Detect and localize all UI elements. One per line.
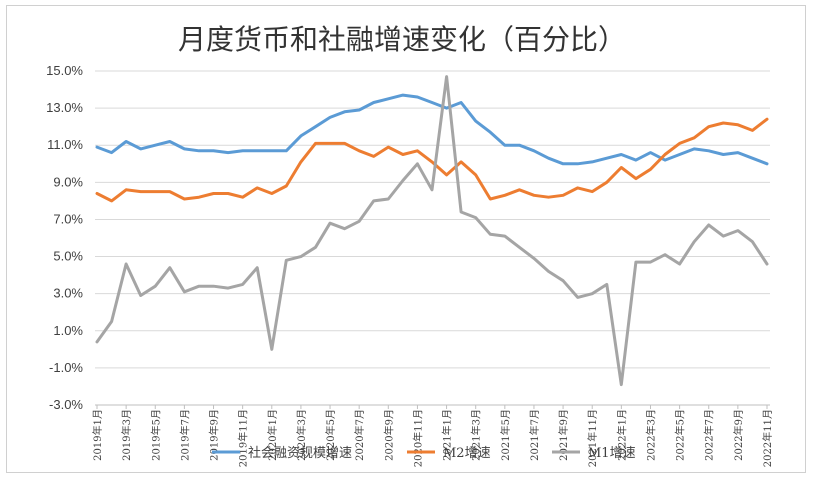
x-tick-label: 2020年1月 <box>266 409 279 461</box>
line-chart: 月度货币和社融增速变化（百分比） -3.0% -1.0% 1.0% 3.0% 5.0% 7… <box>46 23 774 467</box>
x-tick-label: 2019年3月 <box>120 409 133 461</box>
x-tick-label: 2020年11月 <box>411 409 424 467</box>
legend-label: M1增速 <box>588 446 636 461</box>
x-tick-label: 2019年7月 <box>178 409 191 461</box>
y-tick-label: 1.0% <box>53 323 83 338</box>
y-tick-label: -3.0% <box>49 397 83 412</box>
y-tick-label: 3.0% <box>53 286 83 301</box>
x-tick-label: 2022年11月 <box>761 409 774 467</box>
y-axis-ticks: -3.0% -1.0% 1.0% 3.0% 5.0% 7.0% 9.0% 11.0% 13.0%… <box>46 63 83 412</box>
series-line-2 <box>95 117 769 203</box>
x-tick-label: 2020年3月 <box>295 409 308 461</box>
x-tick-label: 2019年9月 <box>208 409 221 461</box>
x-tick-label: 2021年11月 <box>586 409 599 467</box>
x-tick-label: 2019年5月 <box>149 409 162 461</box>
x-tick-label: 2020年5月 <box>324 409 337 461</box>
series-line-3 <box>95 75 769 387</box>
x-tick-label: 2022年9月 <box>732 409 745 461</box>
legend: 社会融资规模增速 M2增速 M1增速 <box>212 445 636 461</box>
series-line-1 <box>95 93 769 166</box>
chart-title: 月度货币和社融增速变化（百分比） <box>178 23 626 56</box>
y-tick-label: 13.0% <box>46 100 83 115</box>
y-tick-label: 7.0% <box>53 211 83 226</box>
y-tick-label: 5.0% <box>53 249 83 264</box>
x-tick-label: 2021年5月 <box>499 409 512 461</box>
x-tick-label: 2022年5月 <box>674 409 687 461</box>
x-tick-label: 2020年9月 <box>382 409 395 461</box>
gridlines <box>95 70 770 406</box>
legend-label: 社会融资规模增速 <box>248 445 352 461</box>
x-tick-label: 2019年1月 <box>91 409 104 461</box>
x-tick-label: 2022年7月 <box>703 409 716 461</box>
x-axis-ticks: 2019年1月 2019年3月 2019年5月 2019年7月 2019年9月 2019年… <box>91 405 774 467</box>
x-tick-label: 2022年1月 <box>615 409 628 461</box>
y-tick-label: 9.0% <box>53 174 83 189</box>
y-tick-label: 15.0% <box>46 63 83 78</box>
legend-label: M2增速 <box>443 446 491 461</box>
series-lines <box>95 75 769 387</box>
x-tick-label: 2022年3月 <box>644 409 657 461</box>
x-tick-label: 2020年7月 <box>353 409 366 461</box>
x-tick-label: 2021年9月 <box>557 409 570 461</box>
y-tick-label: -1.0% <box>49 360 83 375</box>
x-tick-label: 2021年3月 <box>470 409 483 461</box>
y-tick-label: 11.0% <box>47 137 83 152</box>
x-tick-label: 2021年1月 <box>441 409 454 461</box>
chart-frame: 月度货币和社融增速变化（百分比） -3.0% -1.0% 1.0% 3.0% 5.0% 7… <box>6 5 806 473</box>
x-tick-label: 2021年7月 <box>528 409 541 461</box>
